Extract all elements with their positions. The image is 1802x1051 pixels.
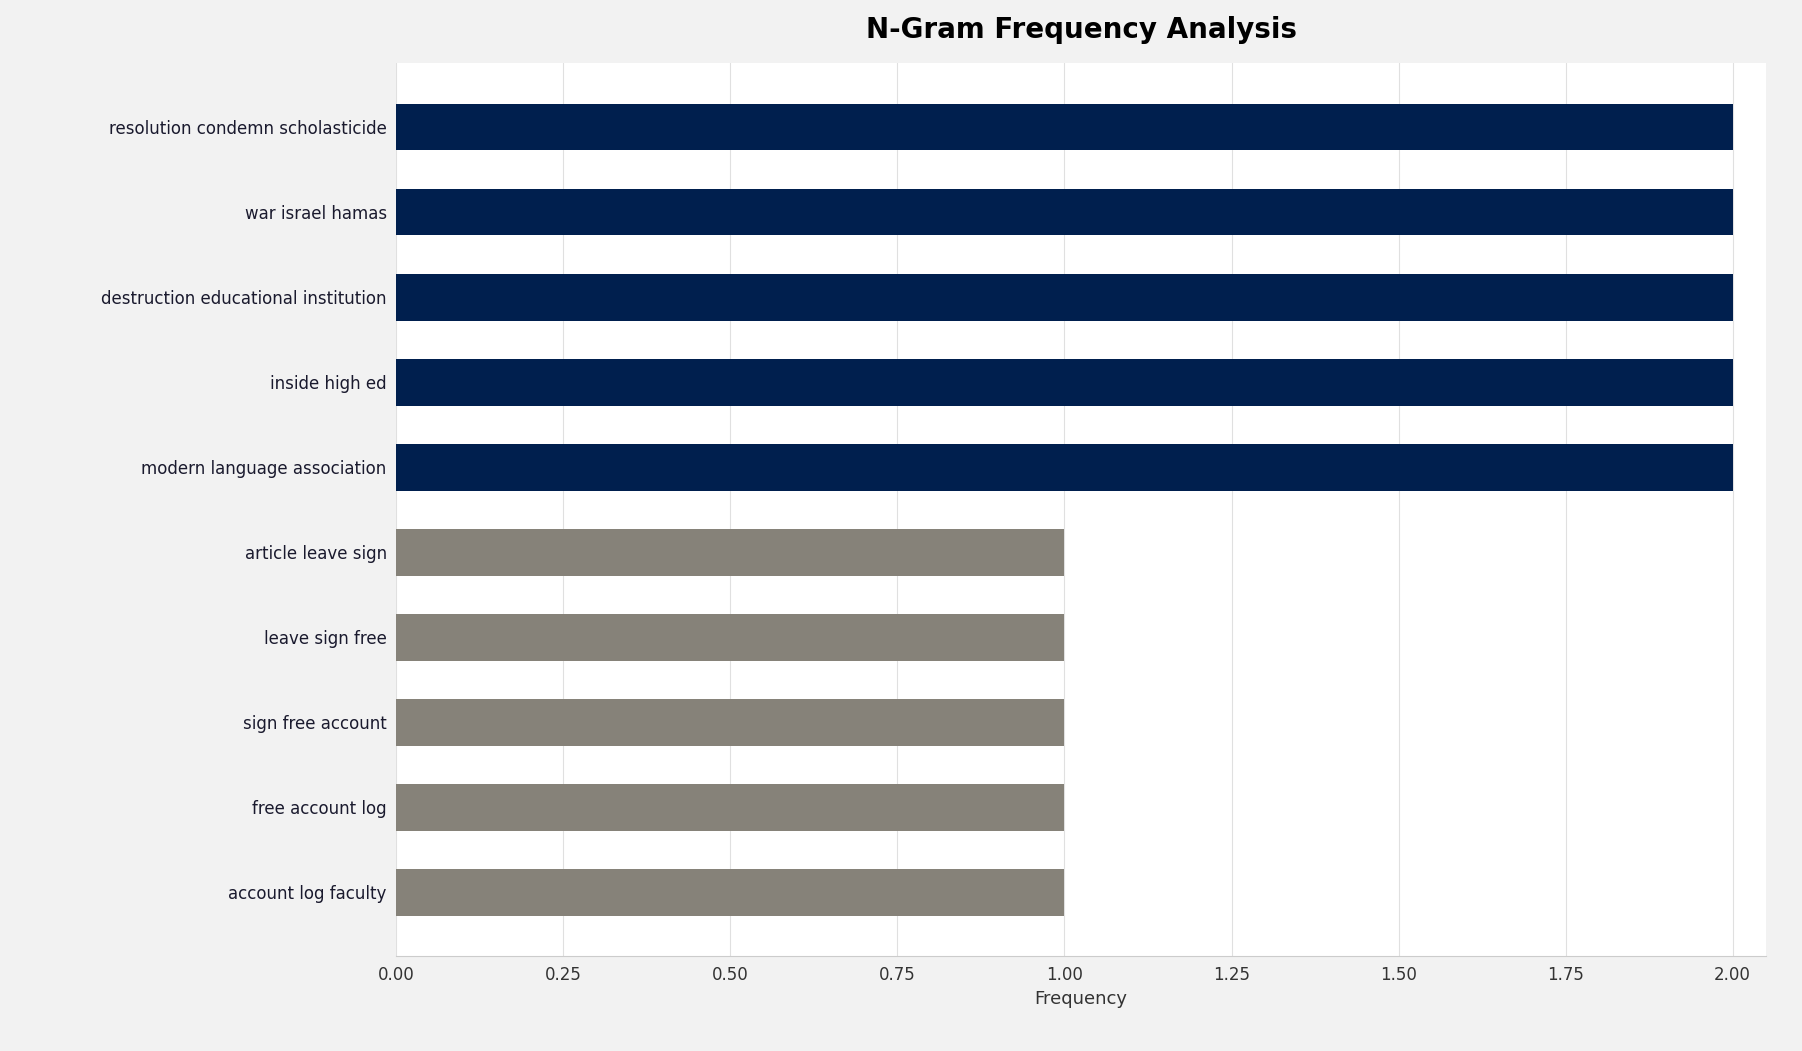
Bar <box>396 273 1732 321</box>
Title: N-Gram Frequency Analysis: N-Gram Frequency Analysis <box>865 16 1297 44</box>
Bar <box>396 358 1732 406</box>
X-axis label: Frequency: Frequency <box>1034 990 1128 1008</box>
Bar <box>396 104 1732 150</box>
Bar <box>396 784 1065 830</box>
Bar <box>396 699 1065 746</box>
Bar <box>396 529 1065 576</box>
Bar <box>396 869 1065 915</box>
Bar <box>396 614 1065 661</box>
Bar <box>396 444 1732 491</box>
Bar <box>396 189 1732 235</box>
